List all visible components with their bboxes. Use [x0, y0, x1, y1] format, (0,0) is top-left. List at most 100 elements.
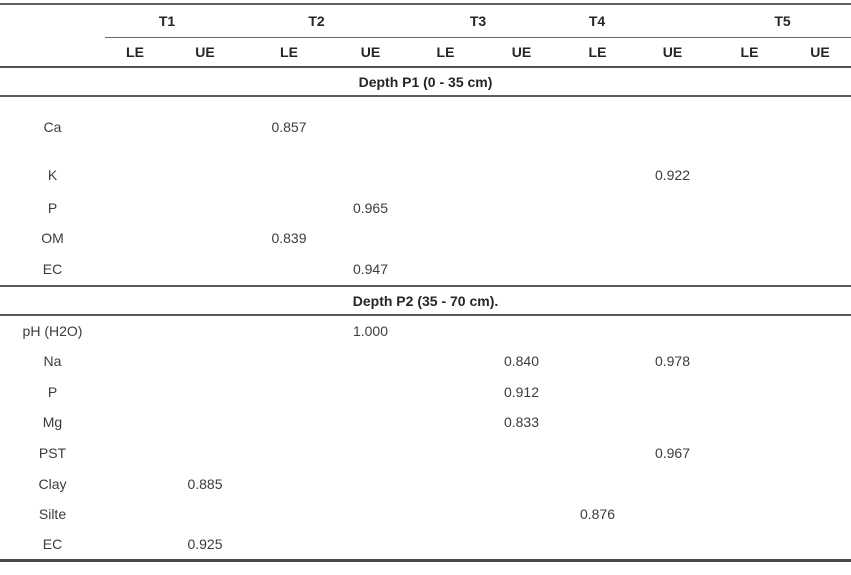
parameter-label: Silte	[38, 506, 67, 523]
value-cell: 0.885	[187, 475, 223, 492]
value-cell	[789, 223, 851, 253]
value-cell	[105, 315, 165, 346]
value-cell	[710, 253, 789, 286]
value-cell	[635, 253, 710, 286]
table-row-ec: EC 0.925	[0, 530, 851, 561]
value-cell	[560, 193, 635, 223]
table-row-clay: Clay 0.885	[0, 468, 851, 499]
subcolumn-header-ue: UE	[333, 37, 408, 68]
value-cell	[105, 223, 165, 253]
value-cell	[483, 530, 560, 561]
value-cell	[789, 156, 851, 193]
value-cell	[789, 407, 851, 438]
value-cell	[789, 376, 851, 407]
parameter-label: OM	[41, 230, 64, 246]
depth-section-title-row: Depth P2 (35 - 70 cm).	[0, 285, 851, 316]
value-cell	[245, 530, 333, 561]
value-cell	[245, 346, 333, 377]
depth-section-title-row: Depth P1 (0 - 35 cm)	[0, 67, 851, 97]
table-row-ec: EC 0.947	[0, 253, 851, 286]
value-cell	[105, 193, 165, 223]
value-cell	[408, 530, 483, 561]
value-cell: 0.912	[503, 383, 540, 400]
value-cell	[710, 223, 789, 253]
table-row-ca: Ca 0.857	[0, 96, 851, 156]
value-cell	[560, 315, 635, 346]
value-cell	[560, 407, 635, 438]
value-cell: 1.000	[352, 322, 389, 339]
value-cell	[333, 468, 408, 499]
value-cell: 0.925	[187, 536, 223, 553]
value-cell	[245, 376, 333, 407]
value-cell	[333, 530, 408, 561]
value-cell	[165, 315, 245, 346]
value-cell	[333, 438, 408, 469]
value-cell	[789, 438, 851, 469]
value-cell	[165, 96, 245, 156]
subcolumn-header-le: LE	[710, 37, 789, 68]
value-cell	[483, 438, 560, 469]
parameter-label: Clay	[38, 475, 67, 492]
value-cell	[333, 223, 408, 253]
treatment-header-t2: T2	[245, 4, 408, 38]
value-cell	[560, 438, 635, 469]
depth-p1-title: Depth P1 (0 - 35 cm)	[0, 67, 851, 97]
value-cell	[710, 193, 789, 223]
treatment-label: T2	[308, 12, 325, 29]
treatment-header-t4: T4	[560, 4, 710, 38]
value-cell	[408, 407, 483, 438]
correlation-table: T1 T2 T3 T4 T5 LE UE LE UE LE UE LE UE LE UE Depth P1…	[0, 3, 851, 562]
treatment-label: T5	[774, 12, 791, 29]
value-cell	[333, 376, 408, 407]
parameter-label: P	[47, 383, 58, 400]
value-cell	[245, 499, 333, 530]
subcolumn-header-le: LE	[408, 37, 483, 68]
subcolumn-header-row: LE UE LE UE LE UE LE UE LE UE	[0, 37, 851, 68]
value-cell	[483, 499, 560, 530]
subcolumn-header-le: LE	[105, 37, 165, 68]
table-row-om: OM 0.839	[0, 223, 851, 253]
value-cell	[165, 499, 245, 530]
value-cell	[408, 96, 483, 156]
value-cell	[165, 438, 245, 469]
subcolumn-header-ue: UE	[789, 37, 851, 68]
value-cell	[408, 193, 483, 223]
value-cell	[483, 156, 560, 193]
corner-cell	[0, 4, 105, 37]
value-cell	[105, 156, 165, 193]
value-cell	[483, 96, 560, 156]
value-cell	[789, 530, 851, 561]
value-cell	[105, 499, 165, 530]
value-cell	[710, 468, 789, 499]
value-cell	[635, 223, 710, 253]
parameter-label: Mg	[42, 414, 63, 431]
value-cell: 0.965	[352, 200, 389, 216]
value-cell: 0.947	[352, 261, 389, 277]
table-row-k: K 0.922	[0, 156, 851, 193]
value-cell	[105, 407, 165, 438]
value-cell: 0.978	[654, 353, 691, 370]
value-cell	[245, 315, 333, 346]
value-cell	[165, 223, 245, 253]
value-cell	[635, 315, 710, 346]
value-cell	[105, 253, 165, 286]
treatment-label: T1	[158, 12, 176, 29]
treatment-label: T3	[469, 12, 487, 29]
value-cell	[245, 438, 333, 469]
treatment-header-t3: T3	[408, 4, 560, 38]
value-cell	[408, 253, 483, 286]
parameter-label: PST	[38, 445, 67, 462]
value-cell: 0.839	[271, 230, 307, 246]
value-cell	[245, 156, 333, 193]
value-cell	[635, 96, 710, 156]
value-cell	[789, 315, 851, 346]
value-cell	[789, 253, 851, 286]
parameter-label: P	[47, 200, 58, 216]
value-cell	[635, 376, 710, 407]
value-cell	[333, 407, 408, 438]
value-cell	[245, 407, 333, 438]
value-cell	[333, 156, 408, 193]
value-cell: 0.967	[654, 445, 691, 462]
value-cell	[710, 438, 789, 469]
